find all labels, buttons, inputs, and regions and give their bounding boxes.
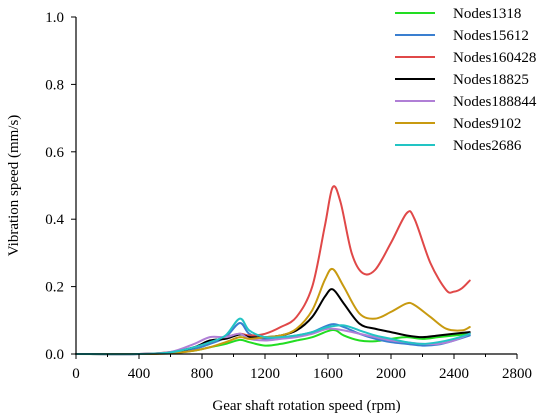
y-tick-label: 0.2 [45, 280, 64, 296]
x-tick-label: 2400 [439, 366, 469, 382]
legend-label: Nodes15612 [453, 28, 529, 44]
y-tick-label: 0.6 [45, 145, 64, 161]
series-line-nodes18825 [75, 288, 471, 356]
x-tick-label: 2000 [376, 366, 406, 382]
y-tick-label: 0.8 [45, 77, 64, 93]
legend-label: Nodes160428 [453, 50, 536, 66]
y-tick-label: 0.4 [45, 212, 64, 228]
legend: Nodes1318 Nodes15612 Nodes160428 Nodes18825… [395, 6, 537, 154]
y-axis-title: Vibration speed (mm/s) [6, 115, 22, 257]
y-tick-label: 1.0 [45, 10, 64, 26]
x-tick-label: 1200 [250, 366, 280, 382]
x-tick-label: 2800 [502, 366, 532, 382]
legend-label: Nodes1318 [453, 6, 521, 22]
legend-label: Nodes2686 [453, 138, 522, 154]
x-tick-label: 1600 [313, 366, 343, 382]
legend-label: Nodes9102 [453, 116, 521, 132]
plot-area [75, 185, 471, 356]
series-line-nodes2686 [75, 317, 471, 356]
series-line-nodes160428 [75, 185, 471, 356]
x-tick-label: 400 [128, 366, 151, 382]
x-axis-title: Gear shaft rotation speed (rpm) [212, 398, 400, 414]
x-tick-label: 0 [72, 366, 80, 382]
legend-label: Nodes18825 [453, 72, 529, 88]
series-line-nodes188844 [75, 327, 471, 356]
y-tick-label: 0.0 [45, 347, 64, 363]
x-tick-label: 800 [191, 366, 214, 382]
axes: 0 400 800 1200 1600 2000 2400 2800 0.0 0.2 0.4 0.6 0… [45, 10, 532, 382]
legend-label: Nodes188844 [453, 94, 537, 110]
series-line-nodes9102 [75, 267, 471, 356]
